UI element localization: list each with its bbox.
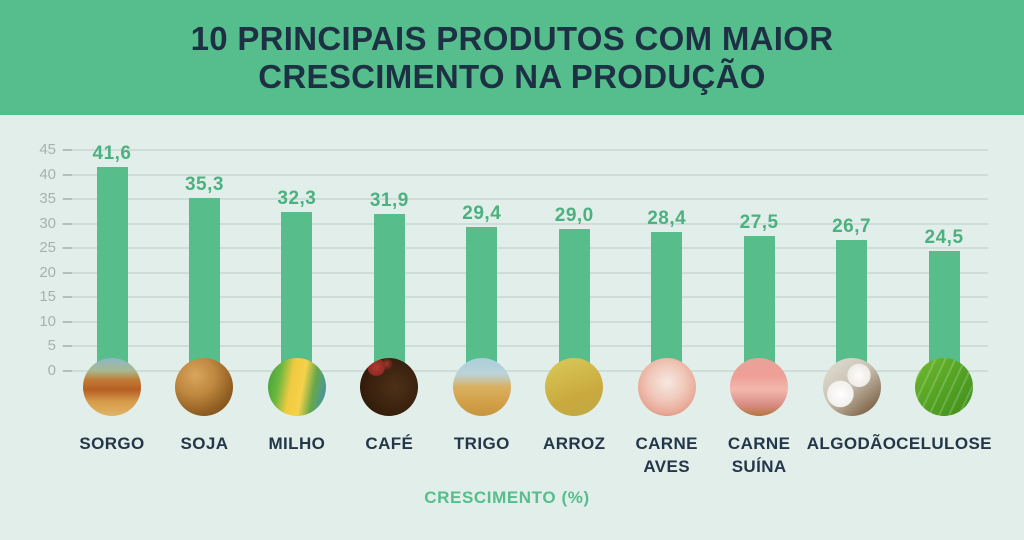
cotton-photo-icon [822,358,881,416]
y-gridline-20 [62,271,988,274]
bar-value-cafe: 31,9 [369,190,409,212]
bar-carne-aves [651,231,683,378]
corn-photo-icon [267,358,326,416]
category-label-soja: SOJA [180,434,229,453]
y-tick-label-15: 15 [39,288,56,306]
bar-sorgo [96,166,128,378]
y-tick-label-45: 45 [39,141,56,158]
y-gridline-35 [62,198,988,201]
bar-value-arroz: 29,0 [554,204,594,226]
y-tick-25 [63,247,72,250]
rice-photo-icon [545,358,604,416]
chicken-meat-photo-icon [637,358,696,416]
wheat-photo-icon [452,358,511,416]
y-gridline-5 [62,345,988,348]
bar-algodao [836,239,868,378]
category-label-carne-aves: CARNE AVES [635,434,698,476]
category-label-milho: MILHO [268,434,326,453]
bar-value-celulose: 24,5 [924,226,964,248]
y-gridline-10 [62,320,988,323]
y-tick-0 [63,370,72,372]
y-tick-40 [63,173,72,176]
y-tick-label-20: 20 [39,263,56,281]
bar-value-milho: 32,3 [277,188,317,210]
page-title-line-1: 10 PRINCIPAIS PRODUTOS COM MAIOR [190,19,834,57]
y-tick-label-10: 10 [39,312,56,330]
y-tick-label-25: 25 [39,239,56,257]
y-tick-15 [63,296,72,299]
bar-arroz [558,228,590,378]
sorghum-photo-icon [83,358,141,416]
bar-celulose [928,250,960,378]
bar-value-carne-aves: 28,4 [647,207,687,229]
category-label-arroz: ARROZ [543,434,606,453]
y-tick-label-40: 40 [39,165,56,183]
bar-carne-suina [743,235,775,378]
category-label-carne-suina: CARNE SUÍNA [727,434,791,476]
page-title-line-2: CRESCIMENTO NA PRODUÇÃO [258,57,766,95]
category-label-sorgo: SORGO [79,434,145,453]
y-gridline-0 [62,370,988,372]
y-gridline-30 [62,222,988,225]
category-label-cafe: CAFÉ [365,434,414,453]
y-gridline-45 [62,149,988,151]
y-tick-label-30: 30 [39,214,56,232]
y-gridline-40 [62,173,988,176]
x-axis-label: CRESCIMENTO (%) [424,488,590,507]
bar-milho [281,212,313,378]
bar-value-soja: 35,3 [184,173,224,195]
soybeans-photo-icon [175,358,234,416]
category-label-celulose: CELULOSE [896,434,992,453]
bar-value-algodao: 26,7 [832,215,872,237]
y-tick-label-5: 5 [47,337,56,355]
y-tick-label-0: 0 [47,362,56,379]
leaf-photo-icon [915,358,974,416]
bar-soja [188,197,220,378]
header-banner: 10 PRINCIPAIS PRODUTOS COM MAIOR CRESCIM… [0,0,1024,115]
y-tick-20 [63,271,72,274]
bar-value-trigo: 29,4 [462,202,502,224]
y-tick-30 [63,222,72,225]
y-tick-5 [63,345,72,348]
bar-trigo [466,226,498,378]
bar-value-carne-suina: 27,5 [739,211,779,233]
y-tick-35 [63,198,72,201]
y-gridline-25 [62,247,988,250]
y-tick-10 [63,320,72,323]
bar-cafe [373,214,405,378]
coffee-beans-photo-icon [360,358,419,416]
y-gridline-15 [62,296,988,299]
y-tick-label-35: 35 [39,190,56,208]
category-label-trigo: TRIGO [453,434,510,453]
pork-meat-photo-icon [730,358,789,416]
bar-value-sorgo: 41,6 [92,142,132,164]
category-label-algodao: ALGODÃO [806,434,897,453]
y-tick-45 [63,149,72,151]
